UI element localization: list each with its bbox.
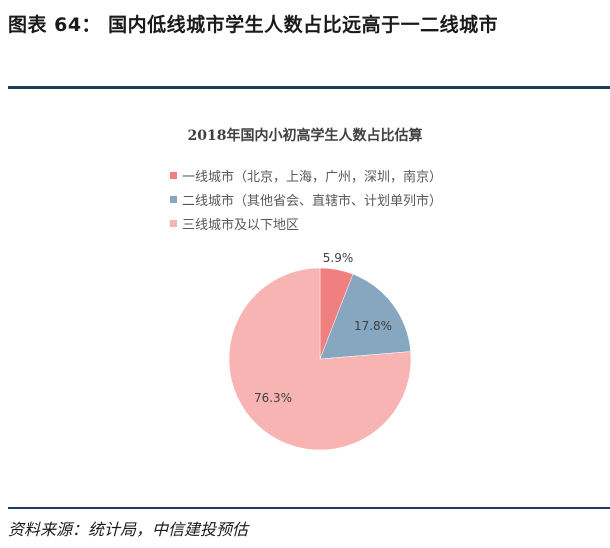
legend-swatch [170,219,177,227]
top-divider [8,86,610,89]
legend-label: 二线城市（其他省会、直辖市、计划单列市） [182,193,443,209]
source-note: 资料来源：统计局，中信建投预估 [8,520,249,539]
slice-data-label: 17.8% [354,319,392,333]
bottom-divider [8,507,610,509]
legend-item-tier3: 三线城市及以下地区 [170,211,442,235]
slice-data-label: 76.3% [254,391,292,405]
legend-item-tier1: 一线城市（北京，上海，广州，深圳，南京） [170,163,442,187]
legend-label: 一线城市（北京，上海，广州，深圳，南京） [182,169,443,185]
pie-slice [228,267,412,451]
chart-legend: 一线城市（北京，上海，广州，深圳，南京） 二线城市（其他省会、直辖市、计划单列市… [170,163,442,235]
chart-title: 2018年国内小初高学生人数占比估算 [187,128,423,144]
legend-item-tier2: 二线城市（其他省会、直辖市、计划单列市） [170,187,442,211]
slice-data-label: 5.9% [323,251,354,265]
legend-swatch [170,171,177,179]
legend-label: 三线城市及以下地区 [182,217,300,233]
pie-slice [319,273,411,360]
legend-swatch [170,195,177,203]
figure-title: 图表 64： 国内低线城市学生人数占比远高于一二线城市 [8,14,499,36]
